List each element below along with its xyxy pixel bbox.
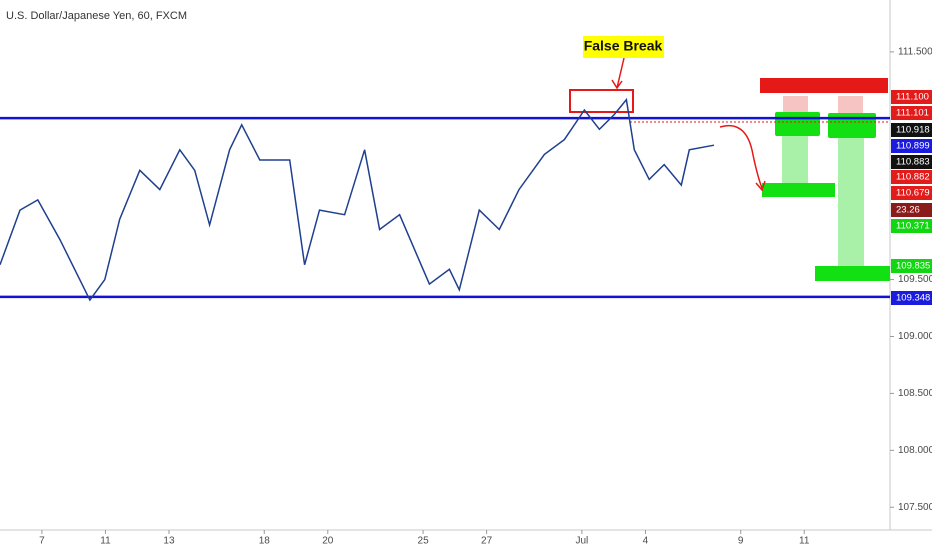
false-break-box [569,89,634,113]
price-label: 110.883 [896,157,930,168]
annotation: False Break [584,38,663,54]
y-tick-label: 108.000 [898,445,932,456]
price-label: 110.899 [896,141,930,152]
reward-zone [782,136,808,184]
x-tick-label: 25 [418,536,430,547]
stop-box [760,78,888,93]
x-tick-label: 11 [100,536,111,547]
x-tick-label: 27 [481,536,493,547]
price-label: 110.918 [896,125,930,136]
y-tick-label: 109.500 [898,274,932,285]
projection-arrow [719,125,763,189]
entry-box [775,112,820,136]
target-box [762,183,835,197]
x-tick-label: 18 [259,536,271,547]
price-label-bg [891,170,932,184]
price-label: 109.835 [896,261,930,272]
price-label-bg [891,291,932,305]
reward-zone [838,138,864,268]
price-label-bg [891,186,932,200]
x-tick-label: 11 [799,536,810,547]
price-label: 110.679 [896,188,930,199]
x-tick-label: 7 [39,536,45,547]
price-label: 23.26 [896,205,920,216]
price-label-bg [891,123,932,137]
price-label-bg [891,155,932,169]
risk-zone [783,96,808,113]
price-label: 110.371 [896,221,930,232]
price-label: 111.100 [896,92,929,103]
price-label-bg [891,219,932,233]
target-box [815,266,890,281]
price-label-bg [891,106,932,120]
price-label-bg [891,139,932,153]
chart-title: U.S. Dollar/Japanese Yen, 60, FXCM [6,10,187,22]
x-tick-label: 13 [163,536,175,547]
price-label: 109.348 [896,293,930,304]
y-tick-label: 108.500 [898,388,932,399]
price-line [0,97,715,302]
entry-box [828,113,876,138]
price-label-bg [891,90,932,104]
price-label: 111.101 [896,108,929,119]
x-tick-label: 4 [643,536,649,547]
price-label-bg [891,259,932,273]
callout-arrow [611,57,625,90]
y-tick-label: 107.500 [898,502,932,513]
price-label-bg [891,203,932,217]
risk-zone [838,96,863,113]
y-tick-label: 111.500 [898,47,932,58]
arrow-head [755,180,766,192]
annotation-bg [583,36,664,58]
x-tick-label: 9 [738,536,744,547]
price-label: 110.882 [896,172,930,183]
y-tick-label: 109.000 [898,331,932,342]
x-tick-label: Jul [576,536,589,547]
x-tick-label: 20 [322,536,334,547]
